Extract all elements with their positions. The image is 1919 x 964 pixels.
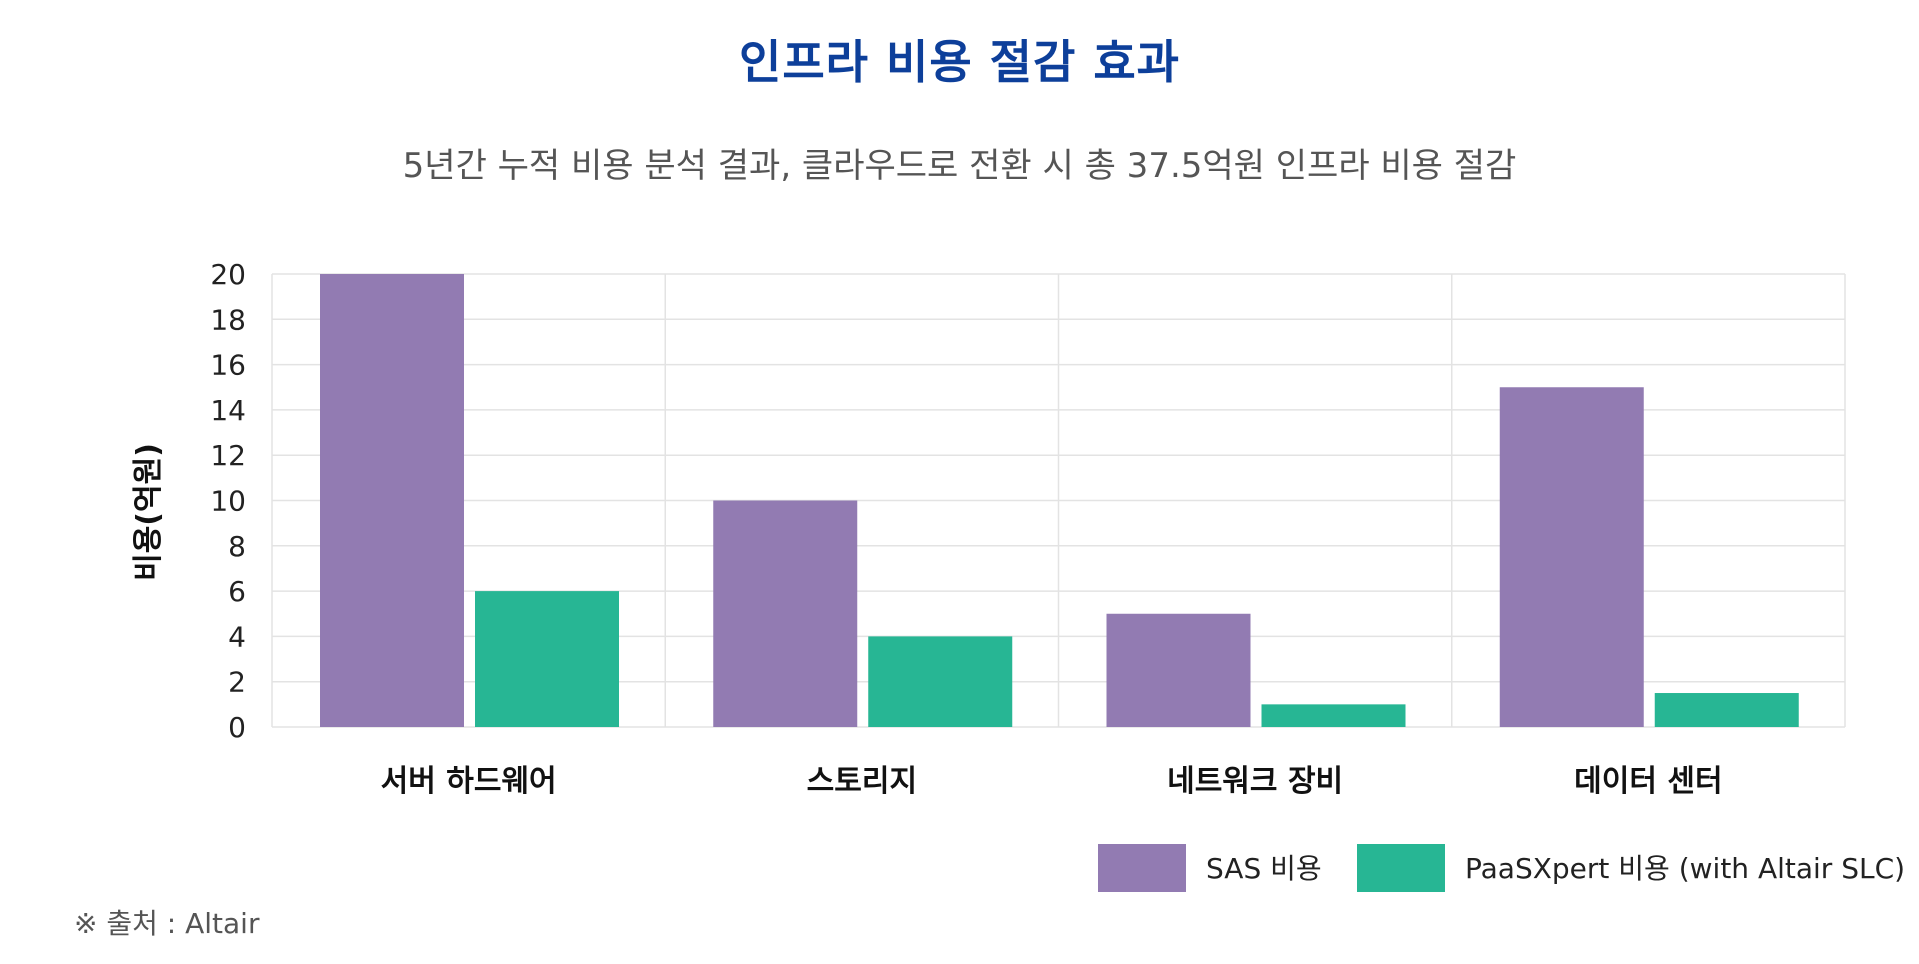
y-tick-label: 8 xyxy=(228,530,246,563)
chart-subtitle: 5년간 누적 비용 분석 결과, 클라우드로 전환 시 총 37.5억원 인프라… xyxy=(402,146,1517,186)
y-tick-label: 2 xyxy=(228,666,246,699)
y-tick-label: 18 xyxy=(210,303,246,336)
y-tick-label: 16 xyxy=(210,349,246,382)
y-tick-label: 0 xyxy=(228,711,246,744)
bar-paasxpert xyxy=(868,636,1013,727)
source-note: ※ 출처 : Altair xyxy=(74,907,260,940)
bar-sas xyxy=(713,500,858,727)
y-tick-label: 10 xyxy=(210,485,246,518)
legend-label-paasxpert: PaaSXpert 비용 (with Altair SLC) xyxy=(1465,852,1905,885)
chart-title: 인프라 비용 절감 효과 xyxy=(739,35,1180,89)
bar-sas xyxy=(1106,613,1251,727)
y-tick-label: 6 xyxy=(228,575,246,608)
x-category-label: 네트워크 장비 xyxy=(1167,764,1343,799)
legend: SAS 비용 PaaSXpert 비용 (with Altair SLC) xyxy=(1098,844,1905,892)
y-tick-label: 20 xyxy=(210,258,246,291)
y-tick-label: 4 xyxy=(228,620,246,653)
y-tick-label: 14 xyxy=(210,394,246,427)
x-category-label: 서버 하드웨어 xyxy=(381,764,557,799)
y-axis-label: 비용(억원) xyxy=(131,443,166,581)
y-axis-ticks: 0 2 4 6 8 10 12 14 16 18 20 xyxy=(210,258,246,744)
bar-paasxpert xyxy=(1261,704,1406,727)
legend-swatch-sas xyxy=(1098,844,1186,892)
bar-sas xyxy=(320,274,464,727)
legend-swatch-paasxpert xyxy=(1357,844,1445,892)
bar-sas xyxy=(1499,387,1644,727)
y-tick-label: 12 xyxy=(210,439,246,472)
x-axis-categories: 서버 하드웨어 스토리지 네트워크 장비 데이터 센터 xyxy=(381,764,1723,799)
legend-label-sas: SAS 비용 xyxy=(1206,852,1322,885)
bar-paasxpert xyxy=(1654,693,1799,727)
x-category-label: 데이터 센터 xyxy=(1574,764,1722,799)
x-category-label: 스토리지 xyxy=(807,764,917,799)
bar-paasxpert xyxy=(475,591,619,727)
bars xyxy=(320,274,1799,727)
